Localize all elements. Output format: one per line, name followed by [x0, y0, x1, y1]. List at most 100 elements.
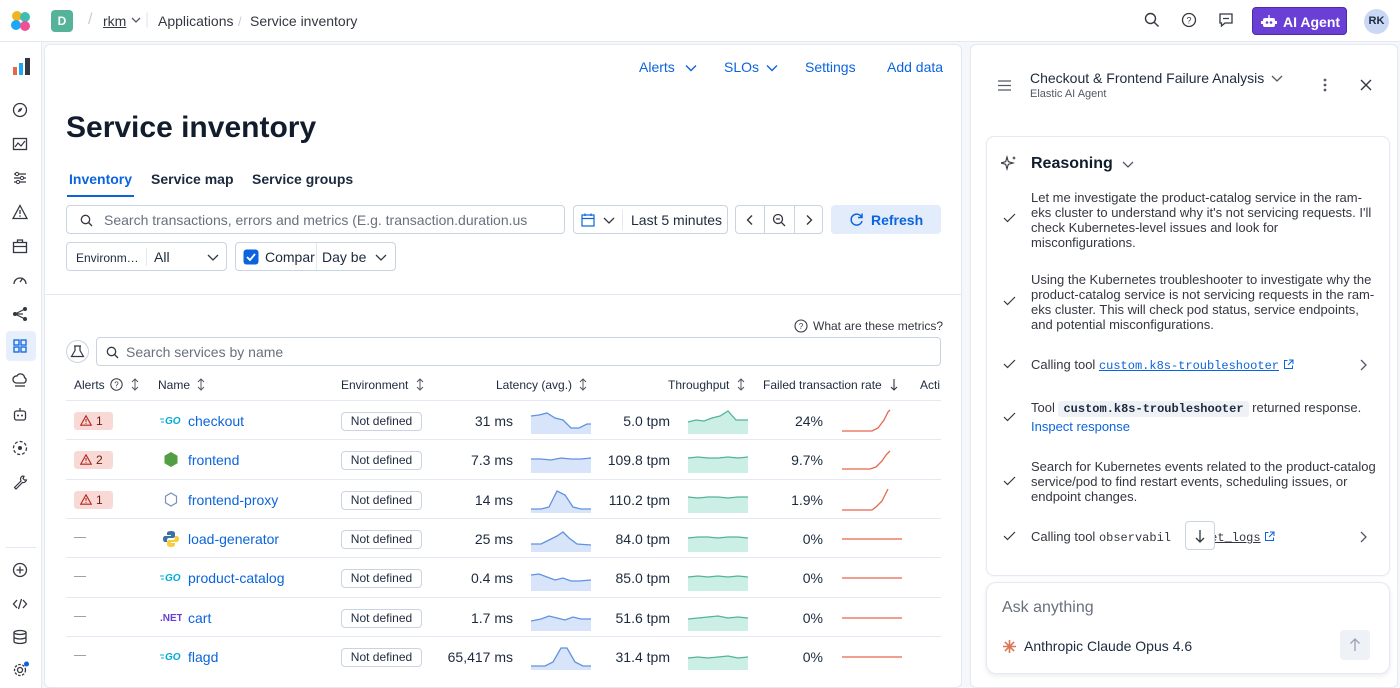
chevron-right-icon[interactable] — [1359, 359, 1368, 371]
ml-icon[interactable] — [12, 440, 28, 456]
breadcrumb-project[interactable]: rkm — [103, 13, 127, 29]
column-header-alerts[interactable]: Alerts — [74, 378, 105, 392]
column-header-throughput[interactable]: Throughput — [668, 378, 730, 392]
sort-icon[interactable] — [415, 378, 425, 391]
observability-logo-icon[interactable] — [12, 56, 32, 76]
column-header-actions[interactable]: Acti — [920, 378, 941, 392]
inspect-response-link[interactable]: Inspect response — [1031, 419, 1131, 434]
service-name-link[interactable]: checkout — [188, 413, 245, 429]
environment-select[interactable]: Environm… All — [66, 242, 227, 271]
help-icon[interactable]: ? — [110, 378, 123, 391]
settings-gear-icon[interactable] — [12, 661, 30, 679]
table-row: 1 GO checkout Not defined 31 ms 5.0 tpm 24% — [66, 400, 941, 439]
service-map-icon[interactable] — [12, 306, 28, 322]
wrench-icon[interactable] — [12, 474, 28, 490]
more-options-icon[interactable] — [1323, 78, 1327, 92]
sort-icon[interactable] — [736, 378, 746, 391]
reasoning-step-6[interactable]: Calling tool observabil get_logs — [1031, 529, 1376, 546]
environment-select-label: Environm… — [76, 251, 139, 265]
chevron-down-icon[interactable] — [766, 63, 778, 73]
service-name-link[interactable]: frontend — [188, 452, 240, 469]
streams-icon[interactable] — [12, 170, 28, 186]
alerts-menu-link[interactable]: Alerts — [639, 59, 675, 75]
service-name-link[interactable]: frontend-proxy — [188, 491, 279, 508]
column-header-failed-rate[interactable]: Failed transaction rate — [763, 378, 882, 392]
infrastructure-icon[interactable] — [12, 372, 28, 388]
alert-count-badge[interactable]: 2 — [74, 451, 113, 470]
chat-icon[interactable] — [1218, 12, 1234, 28]
service-name-link[interactable]: cart — [188, 609, 212, 626]
refresh-button[interactable]: Refresh — [831, 205, 941, 234]
reasoning-step-3[interactable]: Calling tool custom.k8s-troubleshooter — [1031, 357, 1376, 374]
external-link-icon[interactable] — [1264, 531, 1275, 542]
chevron-down-icon[interactable] — [131, 15, 141, 25]
date-picker[interactable]: Last 5 minutes — [573, 205, 728, 234]
add-data-link[interactable]: Add data — [887, 59, 944, 75]
menu-icon[interactable] — [998, 80, 1011, 91]
chevron-down-icon[interactable] — [1271, 74, 1283, 83]
latency-value: 31 ms — [474, 413, 513, 429]
external-link-icon[interactable] — [1283, 359, 1294, 370]
ai-assistant-icon[interactable] — [12, 406, 28, 422]
failed-rate-value: 9.7% — [791, 452, 823, 469]
kql-search-input[interactable]: Search transactions, errors and metrics … — [66, 205, 565, 234]
tab-service-groups[interactable]: Service groups — [252, 171, 354, 187]
comparison-select[interactable]: Compar Day be — [235, 242, 396, 271]
chevron-down-icon[interactable] — [1122, 160, 1134, 169]
service-name-link[interactable]: flagd — [188, 648, 219, 665]
flask-icon[interactable] — [66, 340, 89, 363]
tab-inventory[interactable]: Inventory — [69, 171, 133, 187]
slo-gauge-icon[interactable] — [12, 272, 28, 288]
failed-rate-value: 24% — [794, 413, 823, 429]
tab-service-map[interactable]: Service map — [151, 171, 234, 187]
sort-icon[interactable] — [130, 378, 140, 391]
cases-icon[interactable] — [12, 238, 28, 254]
check-icon — [1003, 359, 1016, 369]
dashboards-icon[interactable] — [12, 136, 28, 152]
chevron-right-icon[interactable] — [803, 214, 815, 226]
space-avatar[interactable]: D — [51, 10, 73, 32]
tool-name-link[interactable]: custom.k8s-troubleshooter — [1098, 359, 1279, 373]
service-name-link[interactable]: product-catalog — [188, 570, 285, 587]
column-header-environment[interactable]: Environment — [341, 378, 409, 392]
sort-descending-icon[interactable] — [889, 378, 899, 391]
applications-grid-icon[interactable] — [12, 338, 28, 354]
model-selector[interactable]: Anthropic Claude Opus 4.6 — [1024, 638, 1193, 654]
column-header-name[interactable]: Name — [158, 378, 191, 392]
chat-input[interactable]: Ask anything Anthropic Claude Opus 4.6 — [986, 582, 1390, 674]
chevron-left-icon[interactable] — [744, 214, 756, 226]
send-button[interactable] — [1340, 630, 1370, 660]
alert-count-badge[interactable]: 1 — [74, 412, 113, 430]
add-data-icon[interactable] — [12, 562, 28, 578]
comparison-checkbox[interactable] — [243, 249, 259, 265]
elastic-logo[interactable] — [10, 10, 32, 32]
conversation-title[interactable]: Checkout & Frontend Failure Analysis — [1030, 70, 1265, 86]
environment-badge: Not defined — [341, 569, 422, 589]
zoom-out-icon[interactable] — [772, 213, 786, 227]
tool-name-part-b[interactable]: get_logs — [1202, 531, 1261, 545]
help-icon[interactable]: ? — [1181, 12, 1197, 28]
service-name-link[interactable]: load-generator — [188, 530, 280, 547]
alert-count-badge[interactable]: 1 — [74, 490, 113, 509]
sort-icon[interactable] — [196, 378, 206, 391]
reasoning-step-5: Search for Kubernetes events related to … — [1031, 459, 1376, 504]
search-icon[interactable] — [1144, 12, 1160, 28]
ai-agent-button[interactable]: AI Agent — [1252, 7, 1347, 35]
data-management-icon[interactable] — [12, 629, 28, 645]
service-search-input[interactable]: Search services by name — [96, 337, 941, 366]
alerts-icon[interactable] — [12, 204, 28, 220]
column-header-latency[interactable]: Latency (avg.) — [496, 378, 573, 392]
sort-icon[interactable] — [578, 378, 588, 391]
breadcrumb-applications[interactable]: Applications — [158, 13, 234, 29]
chevron-down-icon[interactable] — [685, 63, 697, 73]
settings-link[interactable]: Settings — [805, 59, 856, 75]
chevron-right-icon[interactable] — [1359, 531, 1368, 543]
dev-tools-icon[interactable] — [12, 596, 28, 612]
scroll-to-bottom-button[interactable] — [1185, 521, 1215, 550]
user-avatar[interactable]: RK — [1364, 9, 1389, 34]
close-icon[interactable] — [1360, 79, 1372, 91]
throughput-value: 109.8 tpm — [607, 452, 670, 469]
discover-icon[interactable] — [12, 102, 28, 118]
go-icon: GO — [160, 652, 181, 663]
slos-menu-link[interactable]: SLOs — [724, 59, 760, 75]
